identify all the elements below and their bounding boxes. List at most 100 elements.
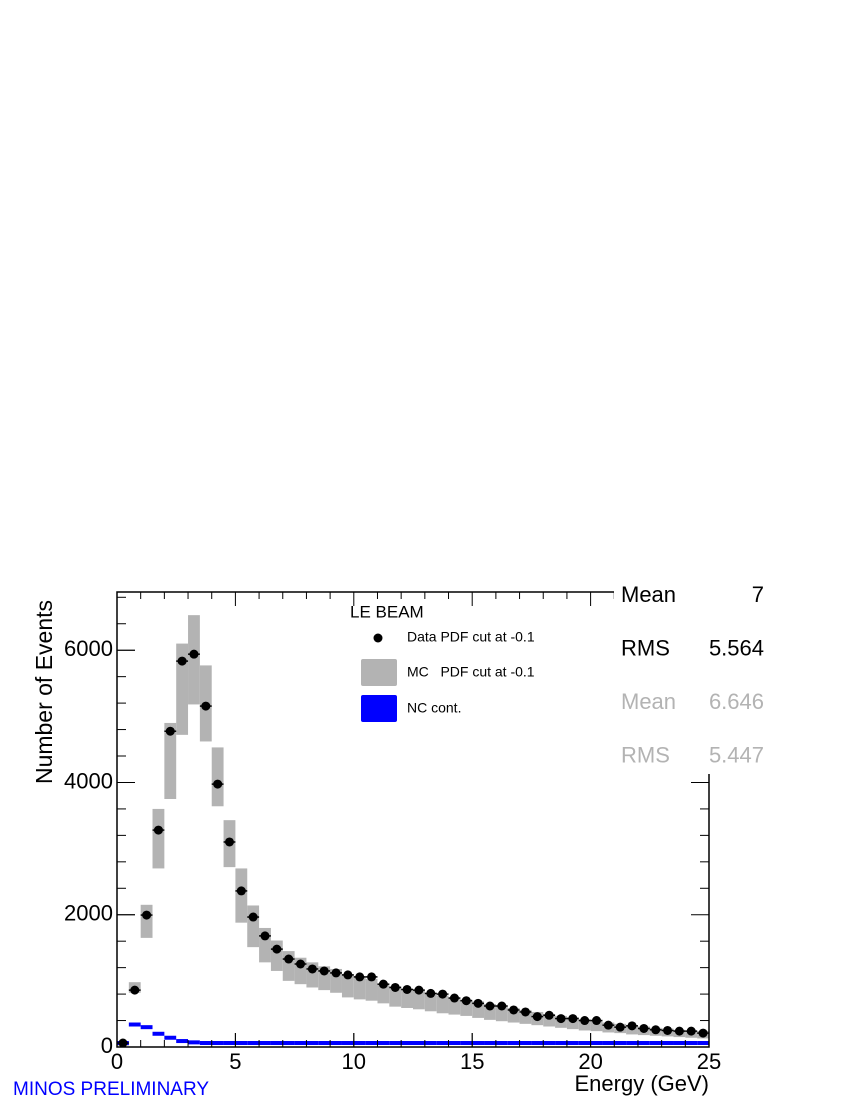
nc-step [460,1041,473,1045]
marker [544,1010,554,1020]
data-point [555,1014,567,1024]
marker [201,701,211,711]
marker [296,959,306,969]
data-point [318,966,331,976]
marker [556,1014,566,1024]
mc-band [590,1020,603,1032]
data-point [294,959,307,969]
x-tick-label: 25 [697,1049,721,1074]
stats-label: Mean [621,689,676,714]
data-point [140,910,153,920]
nc-step [318,1041,331,1045]
data-point [460,996,473,1006]
data-point [602,1020,615,1030]
data-point [365,972,378,982]
mc-band [247,905,260,948]
data-point [484,1001,496,1011]
mc-band [424,992,437,1012]
data-point [330,968,342,978]
mc-band [140,904,153,938]
marker [118,1038,128,1048]
stats-value: 5.447 [709,742,764,767]
stats-value: 6.646 [709,689,764,714]
marker [272,944,282,954]
marker [639,1023,649,1033]
marker [532,1012,542,1022]
mc-band [495,1005,508,1022]
nc-step [673,1041,686,1045]
marker [627,1021,637,1031]
mc-band [188,615,200,705]
mc-band [353,976,366,1000]
data-point [637,1023,650,1033]
marker [698,1028,708,1038]
nc-step [649,1041,662,1045]
mc-band [176,643,189,735]
data-point [389,982,402,992]
data-point [247,912,260,922]
marker [378,979,388,989]
marker [260,931,270,941]
marker [473,998,483,1008]
legend-swatch [361,659,397,686]
nc-step [685,1041,698,1045]
nc-step [401,1041,413,1045]
stats-value: 5.564 [709,635,764,660]
nc-step [377,1041,390,1045]
nc-step [555,1041,567,1045]
nc-step [353,1041,366,1045]
marker [520,1007,530,1017]
stats-label: RMS [621,635,670,660]
plot-frame [116,591,710,1048]
y-tick-label: 6000 [64,636,113,661]
data-point [270,944,283,954]
mc-band [282,951,295,981]
data-point [424,988,437,998]
stats-label: RMS [621,742,670,767]
data-point [590,1016,603,1026]
mc-band [460,999,473,1016]
legend-label: MC PDF cut at -0.1 [407,664,535,680]
nc-step [543,1041,556,1045]
nc-step [436,1041,449,1045]
nc-step [341,1041,354,1045]
marker [497,1001,507,1011]
mc-band [294,957,307,985]
mc-band [401,988,413,1008]
marker [165,726,175,736]
nc-step [199,1041,212,1045]
mc-band [484,1004,496,1020]
mc-band [448,997,461,1015]
marker [177,656,187,666]
data-point [649,1025,662,1035]
marker [224,837,234,847]
mc-band [164,722,177,799]
nc-step [140,1025,153,1030]
annotation: MINOS PRELIMINARY [13,1079,209,1100]
marker [142,910,152,920]
nc-step [590,1041,603,1045]
marker [390,982,400,992]
data-point [413,985,425,995]
nc-step [472,1041,485,1045]
marker [402,984,412,994]
mc-band [152,808,165,869]
y-tick-label: 2000 [64,901,113,926]
marker [449,993,459,1003]
data-point [436,989,449,999]
nc-step [211,1041,224,1045]
data-point [614,1022,627,1032]
y-tick-label: 0 [101,1033,113,1058]
data-point [626,1021,638,1031]
nc-step [697,1041,709,1045]
data-point [152,825,165,835]
data-point [164,726,177,736]
data-point [697,1028,709,1038]
data-point [377,979,390,989]
x-tick-label: 0 [111,1049,123,1074]
marker [307,964,317,974]
nc-step [164,1035,177,1040]
nc-step [223,1041,236,1045]
marker [568,1014,578,1024]
mc-band [270,940,283,971]
